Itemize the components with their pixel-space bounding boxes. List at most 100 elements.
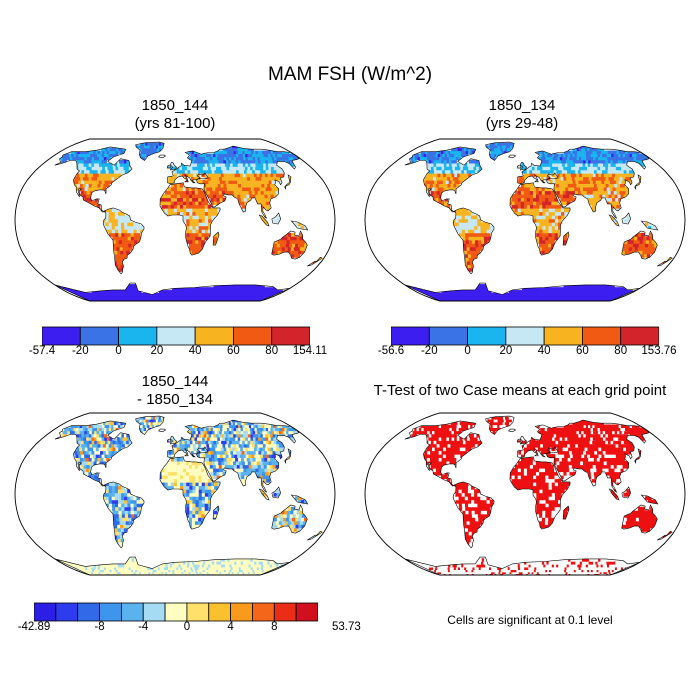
grid-cell <box>258 569 261 573</box>
grid-cell <box>634 246 639 251</box>
grid-cell <box>189 482 193 487</box>
grid-cell <box>212 566 215 570</box>
grid-cell <box>571 190 576 195</box>
grid-cell <box>567 297 570 300</box>
grid-cell <box>75 153 79 158</box>
grid-cell <box>590 163 596 167</box>
grid-cell <box>289 250 293 255</box>
grid-cell <box>83 163 87 167</box>
grid-cell <box>91 156 95 161</box>
grid-cell <box>205 573 208 575</box>
grid-cell <box>517 211 522 216</box>
grid-cell <box>252 299 255 301</box>
grid-cell <box>88 163 92 167</box>
grid-cell <box>557 287 561 291</box>
grid-cell <box>100 450 104 455</box>
grid-cell <box>180 564 184 568</box>
grid-cell <box>127 510 132 515</box>
grid-cell <box>265 461 271 466</box>
grid-cell <box>272 246 277 251</box>
grid-cell <box>208 218 212 223</box>
grid-cell <box>160 569 164 573</box>
grid-cell <box>435 183 440 188</box>
grid-cell <box>612 292 616 296</box>
grid-cell <box>461 229 466 234</box>
grid-cell <box>553 187 558 192</box>
grid-cell <box>234 194 239 199</box>
grid-cell <box>194 153 199 158</box>
grid-cell <box>212 190 217 195</box>
grid-cell <box>266 566 270 570</box>
grid-cell <box>551 197 555 202</box>
grid-cell <box>164 197 169 202</box>
grid-cell <box>170 573 174 575</box>
grid-cell <box>231 564 235 568</box>
grid-cell <box>236 443 241 448</box>
grid-cell <box>201 218 206 223</box>
grid-cell <box>629 243 634 248</box>
grid-cell <box>569 197 574 202</box>
grid-cell <box>260 464 265 469</box>
grid-cell <box>281 236 285 241</box>
grid-cell <box>165 566 169 570</box>
grid-cell <box>104 163 108 167</box>
grid-cell <box>178 569 181 573</box>
grid-cell <box>157 297 161 300</box>
grid-cell <box>107 166 111 171</box>
grid-cell <box>620 292 624 296</box>
grid-cell <box>87 461 92 466</box>
grid-cell <box>222 571 225 574</box>
grid-cell <box>518 297 522 300</box>
grid-cell <box>122 147 126 152</box>
grid-cell <box>567 163 572 167</box>
grid-cell <box>524 290 527 294</box>
grid-cell <box>185 187 190 192</box>
grid-cell <box>176 475 181 480</box>
grid-cell <box>189 471 193 476</box>
grid-cell <box>236 169 241 174</box>
grid-cell <box>133 506 138 511</box>
grid-cell <box>197 246 202 251</box>
grid-cell <box>239 295 242 299</box>
grid-cell <box>434 169 438 174</box>
grid-cell <box>172 569 175 573</box>
grid-cell <box>130 229 135 234</box>
grid-cell <box>246 295 249 299</box>
grid-cell <box>532 173 536 178</box>
grid-cell <box>224 571 227 574</box>
grid-cell <box>170 468 175 473</box>
grid-cell <box>287 506 292 511</box>
grid-cell <box>241 201 246 206</box>
grid-cell <box>72 180 77 184</box>
grid-cell <box>190 156 195 161</box>
grid-cell <box>260 566 264 570</box>
grid-cell <box>199 564 203 568</box>
grid-cell <box>163 573 167 575</box>
grid-cell <box>582 299 585 301</box>
grid-cell <box>114 176 118 181</box>
grid-cell <box>258 457 264 462</box>
grid-cell <box>425 187 430 192</box>
grid-cell <box>184 564 188 568</box>
grid-cell <box>217 443 222 448</box>
grid-cell <box>220 295 223 299</box>
grid-cell <box>468 211 472 216</box>
grid-cell <box>118 159 122 164</box>
grid-cell <box>600 187 606 192</box>
grid-cell <box>170 461 175 466</box>
grid-cell <box>539 290 542 294</box>
grid-cell <box>173 190 178 195</box>
grid-cell <box>588 183 593 188</box>
grid-cell <box>127 229 132 234</box>
grid-cell <box>470 253 476 258</box>
grid-cell <box>547 190 552 195</box>
grid-cell <box>454 166 458 171</box>
grid-cell <box>209 190 214 195</box>
grid-cell <box>546 180 551 184</box>
grid-cell <box>558 222 562 227</box>
grid-cell <box>232 566 236 570</box>
grid-cell <box>558 183 563 188</box>
grid-cell <box>240 468 245 473</box>
grid-cell <box>610 169 616 174</box>
grid-cell <box>455 208 460 213</box>
